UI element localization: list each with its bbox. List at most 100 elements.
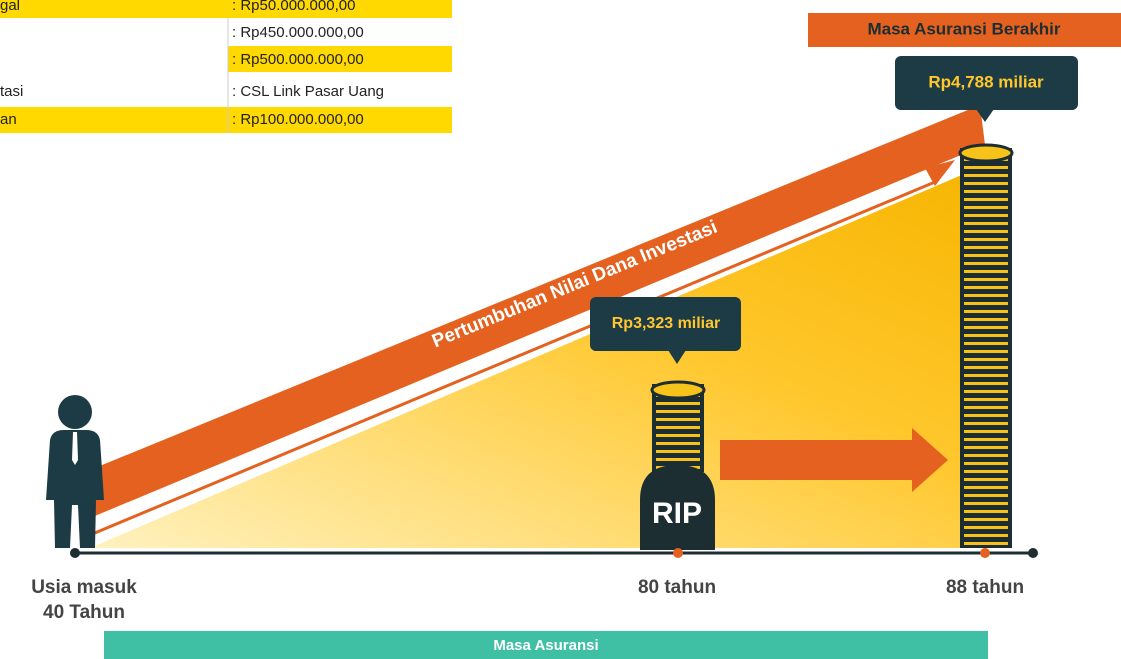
white-line [89, 170, 946, 527]
callout-text: Rp3,323 miliar [612, 315, 721, 332]
coin [964, 542, 1008, 545]
coin [964, 278, 1008, 281]
row-value: : CSL Link Pasar Uang [232, 83, 384, 100]
timeline-label: 88 tahun [946, 577, 1024, 598]
arrow-head [925, 160, 955, 186]
coin [964, 406, 1008, 409]
row-bg [228, 46, 452, 72]
coin [964, 198, 1008, 201]
coin [964, 166, 1008, 169]
person [46, 395, 104, 548]
coin [656, 442, 700, 445]
coin [964, 430, 1008, 433]
coin [964, 174, 1008, 177]
growth-area [90, 165, 985, 548]
coin [964, 262, 1008, 265]
coin [964, 446, 1008, 449]
coin [964, 470, 1008, 473]
coin [656, 450, 700, 453]
end-banner-text: Masa Asuransi Berakhir [867, 19, 1060, 38]
table: gal : Rp50.000.000,00 : Rp450.000.000,00… [0, 0, 452, 133]
coin [964, 350, 1008, 353]
coin [964, 534, 1008, 537]
timeline-label: Usia masuk [31, 577, 137, 598]
coin [964, 502, 1008, 505]
coin [964, 398, 1008, 401]
coin [650, 380, 706, 400]
timeline-dot [70, 548, 80, 558]
coin [964, 230, 1008, 233]
coin [964, 222, 1008, 225]
growth-band [90, 105, 985, 518]
coin [964, 366, 1008, 369]
period-bar-text: Masa Asuransi [493, 637, 598, 654]
timeline-dot [673, 548, 683, 558]
timeline-label: 40 Tahun [43, 602, 125, 623]
coin [964, 438, 1008, 441]
coin [964, 390, 1008, 393]
coin-stacks [650, 143, 1014, 548]
callout [895, 56, 1078, 110]
callout-text: Rp4,788 miliar [928, 72, 1044, 91]
coin [964, 486, 1008, 489]
callout-pointer [668, 350, 686, 364]
coin [964, 526, 1008, 529]
coin [964, 510, 1008, 513]
coin [964, 182, 1008, 185]
coin [656, 434, 700, 437]
coin [964, 302, 1008, 305]
tie [72, 432, 78, 465]
coin [964, 454, 1008, 457]
callout [590, 297, 741, 351]
coin [964, 342, 1008, 345]
row-bg [0, 0, 452, 18]
arrow-line [89, 180, 936, 537]
coin [656, 410, 700, 413]
coin [964, 326, 1008, 329]
coin [964, 494, 1008, 497]
coin [964, 382, 1008, 385]
coin [964, 414, 1008, 417]
row-label: an [0, 111, 17, 128]
timeline-dot [1028, 548, 1038, 558]
coin [964, 318, 1008, 321]
coin [964, 286, 1008, 289]
coin [964, 270, 1008, 273]
coin [964, 518, 1008, 521]
tombstone [640, 465, 715, 550]
coin [656, 426, 700, 429]
coin [964, 238, 1008, 241]
coin [964, 374, 1008, 377]
coin [656, 418, 700, 421]
coin [964, 358, 1008, 361]
coin [656, 458, 700, 461]
coin [964, 246, 1008, 249]
coin [958, 143, 1014, 163]
coin [964, 190, 1008, 193]
end-banner [808, 13, 1121, 47]
coin [964, 462, 1008, 465]
row-label: gal [0, 0, 20, 14]
transfer-arrow [720, 428, 948, 492]
coin [964, 214, 1008, 217]
callout-pointer [976, 109, 994, 122]
row-value: : Rp500.000.000,00 [232, 51, 364, 68]
coin [964, 294, 1008, 297]
period-bar [104, 631, 988, 659]
row-value: : Rp450.000.000,00 [232, 24, 364, 41]
timeline-label: 80 tahun [638, 577, 716, 598]
coin [964, 422, 1008, 425]
row-bg [0, 107, 452, 133]
coin [964, 206, 1008, 209]
tombstone-text: RIP [652, 497, 702, 530]
coin [964, 254, 1008, 257]
coin [964, 334, 1008, 337]
timeline-dot [980, 548, 990, 558]
coin [656, 402, 700, 405]
coin [964, 310, 1008, 313]
row-value: : Rp100.000.000,00 [232, 111, 364, 128]
coin [964, 478, 1008, 481]
row-label: tasi [0, 83, 23, 100]
row-value: : Rp50.000.000,00 [232, 0, 355, 14]
